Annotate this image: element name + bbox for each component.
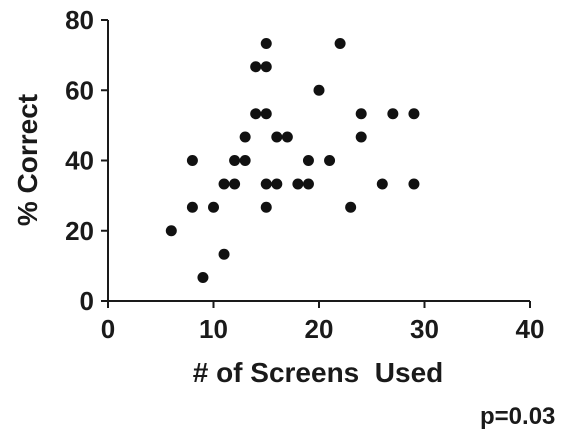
data-point — [186, 155, 198, 166]
y-tick-label: 40 — [65, 146, 94, 176]
data-point — [260, 178, 272, 190]
data-point — [260, 108, 272, 120]
data-point — [355, 108, 367, 120]
x-tick-label: 40 — [516, 314, 545, 344]
x-tick-label: 10 — [199, 314, 228, 344]
data-point — [387, 108, 399, 120]
data-points — [165, 38, 420, 283]
data-point — [229, 178, 241, 190]
data-point — [229, 155, 241, 166]
data-point — [408, 108, 420, 120]
data-point — [345, 201, 357, 213]
data-point — [281, 131, 293, 143]
x-ticks: 0 10 20 30 40 — [101, 301, 545, 344]
data-point — [324, 155, 336, 166]
axes — [107, 20, 530, 302]
y-axis-title: % Correct — [12, 94, 43, 226]
data-point — [250, 108, 262, 120]
data-point — [302, 155, 314, 166]
data-point — [408, 178, 420, 190]
data-point — [239, 155, 251, 166]
p-value-annotation: p=0.03 — [480, 403, 555, 430]
data-point — [271, 131, 283, 143]
data-point — [239, 131, 251, 143]
x-tick-label: 30 — [410, 314, 439, 344]
data-point — [334, 38, 346, 50]
y-tick-label: 80 — [65, 5, 94, 35]
data-point — [355, 131, 367, 143]
y-tick-label: 0 — [80, 286, 94, 316]
x-tick-label: 20 — [305, 314, 334, 344]
y-ticks: 0 20 40 60 80 — [65, 5, 108, 316]
data-point — [165, 225, 177, 237]
data-point — [186, 201, 198, 213]
data-point — [197, 271, 209, 283]
data-point — [376, 178, 388, 190]
data-point — [260, 61, 272, 73]
data-point — [218, 248, 230, 260]
data-point — [260, 38, 272, 50]
x-tick-label: 0 — [101, 314, 115, 344]
y-tick-label: 20 — [65, 216, 94, 246]
data-point — [271, 178, 283, 190]
x-axis-title: # of Screens Used — [193, 357, 444, 388]
data-point — [313, 84, 325, 96]
data-point — [260, 201, 272, 213]
data-point — [302, 178, 314, 190]
data-point — [292, 178, 304, 190]
data-point — [208, 201, 219, 213]
data-point — [218, 178, 230, 190]
y-tick-label: 60 — [65, 75, 94, 105]
data-point — [250, 61, 262, 73]
